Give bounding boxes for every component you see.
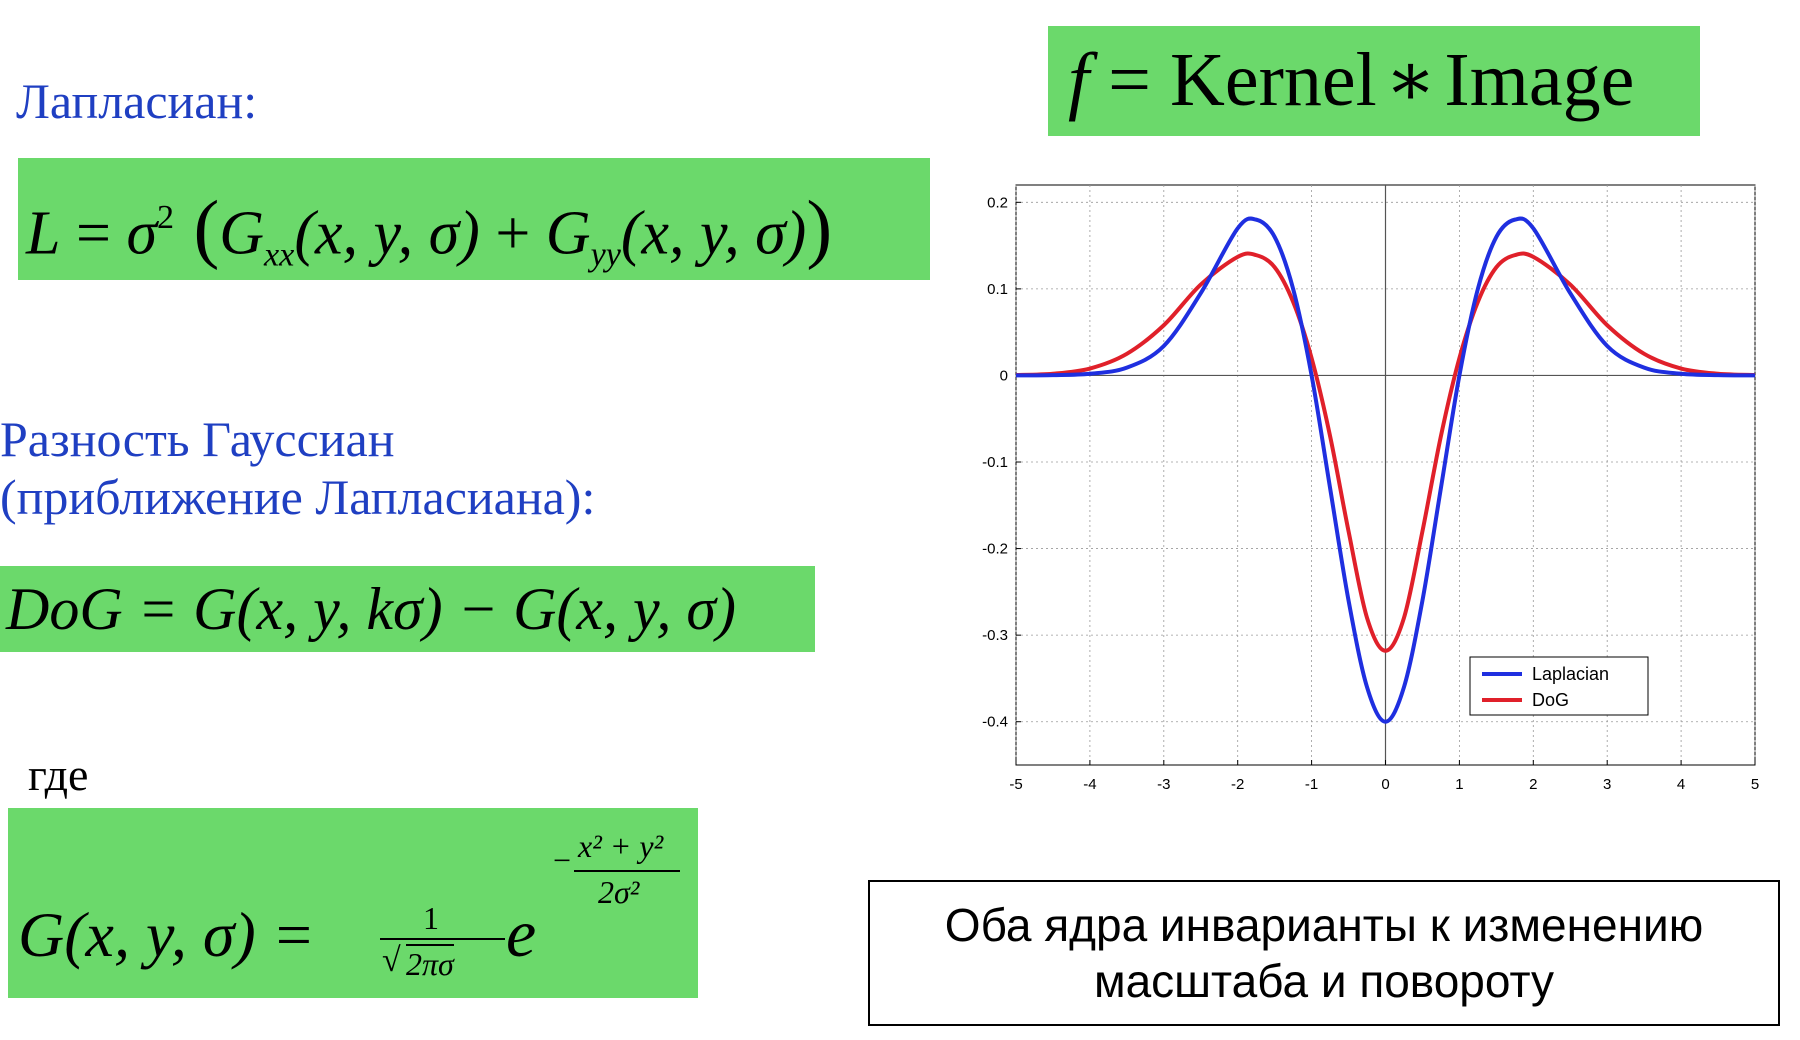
gaussian-exp-den: 2σ² — [598, 874, 640, 910]
gaussian-e: e — [506, 895, 537, 971]
legend-box — [1469, 656, 1649, 716]
invariance-note-line1: Оба ядра инварианты к изменению — [944, 898, 1704, 951]
gaussian-exp-minus: − — [553, 842, 572, 878]
gaussian-exp-bar — [574, 870, 680, 872]
laplacian-args1: (x, y, σ) — [294, 199, 480, 268]
legend-label: DoG — [1532, 690, 1569, 710]
y-tick-label: 0 — [1000, 367, 1008, 384]
x-tick-label: -1 — [1305, 776, 1318, 793]
gaussian-fraction-bar — [380, 938, 505, 940]
y-tick-label: -0.2 — [982, 541, 1008, 558]
laplacian-g2: G — [545, 199, 591, 268]
dog-heading: Разность Гауссиан (приближение Лапласиан… — [0, 410, 595, 526]
laplacian-sub1: xx — [264, 236, 295, 274]
gaussian-root: √ — [382, 942, 401, 979]
y-tick-label: 0.2 — [987, 194, 1008, 211]
dog-series-line — [1015, 251, 1756, 653]
gaussian-formula-box — [8, 808, 698, 998]
laplacian-g1: G — [219, 199, 265, 268]
x-tick-label: 1 — [1455, 776, 1463, 793]
laplacian-formula-box — [18, 158, 930, 280]
gaussian-den: 2πσ — [406, 944, 454, 982]
laplacian-L: L — [26, 199, 61, 268]
kernel-formula-star: ∗ — [1384, 38, 1437, 122]
y-tick-label: -0.4 — [982, 714, 1008, 731]
kernel-formula-image: Image — [1444, 38, 1635, 122]
x-tick-label: 2 — [1529, 776, 1537, 793]
y-tick-label: -0.3 — [982, 627, 1008, 644]
invariance-note-box: Оба ядра инварианты к изменению масштаба… — [868, 880, 1780, 1026]
x-tick-label: -2 — [1231, 776, 1244, 793]
laplacian-sub2: yy — [590, 236, 621, 274]
kernel-formula: f = Kernel ∗ Image — [1068, 30, 1634, 130]
x-tick-label: 3 — [1603, 776, 1611, 793]
gaussian-formula: G(x, y, σ) = 1 √ 2πσ e − x² + y² 2σ² — [18, 808, 688, 998]
kernel-formula-eq: = Kernel — [1089, 38, 1377, 122]
laplacian-heading: Лапласиан: — [16, 73, 258, 129]
legend-label: Laplacian — [1532, 664, 1609, 684]
where-label: где — [28, 749, 89, 800]
x-tick-label: -3 — [1157, 776, 1170, 793]
x-tick-label: -4 — [1083, 776, 1096, 793]
chart: -5 -4 -3 -2 -1 0 1 2 3 4 5 0.2 0.1 0 -0.1 -0.2 -0.3 -0.4 L… — [960, 165, 1765, 800]
laplacian-open: ( — [174, 184, 220, 271]
laplacian-plus: + — [479, 199, 546, 268]
kernel-formula-f: f — [1068, 38, 1090, 122]
laplacian-sq: 2 — [157, 199, 175, 236]
gaussian-num: 1 — [423, 900, 439, 936]
x-tick-label: -5 — [1009, 776, 1022, 793]
x-tick-label: 0 — [1381, 776, 1389, 793]
laplacian-eq: = — [60, 199, 127, 268]
x-tick-label: 5 — [1751, 776, 1759, 793]
dog-heading-line2: (приближение Лапласиана): — [0, 469, 596, 525]
laplacian-series-line — [1015, 216, 1756, 724]
y-tick-label: -0.1 — [982, 454, 1008, 471]
laplacian-close: ) — [806, 184, 833, 271]
laplacian-args2: (x, y, σ) — [620, 199, 807, 268]
gaussian-exp-num: x² + y² — [578, 828, 664, 864]
x-tick-label: 4 — [1677, 776, 1685, 793]
y-tick-label: 0.1 — [987, 281, 1008, 298]
laplacian-formula: L = σ2 (Gxx(x, y, σ) + Gyy(x, y, σ)) — [26, 168, 832, 305]
dog-heading-line1: Разность Гауссиан — [0, 411, 395, 467]
dog-formula: DoG = G(x, y, kσ) − G(x, y, σ) — [6, 576, 736, 642]
chart-svg: -5 -4 -3 -2 -1 0 1 2 3 4 5 0.2 0.1 0 -0.1 -0.2 -0.3 -0.4 L… — [960, 165, 1765, 800]
dog-formula-box — [0, 566, 815, 652]
kernel-formula-box — [1048, 26, 1700, 136]
invariance-note-line2: масштаба и повороту — [1093, 955, 1555, 1007]
laplacian-sigma: σ — [126, 199, 158, 268]
gaussian-lhs: G(x, y, σ) = — [18, 899, 315, 970]
